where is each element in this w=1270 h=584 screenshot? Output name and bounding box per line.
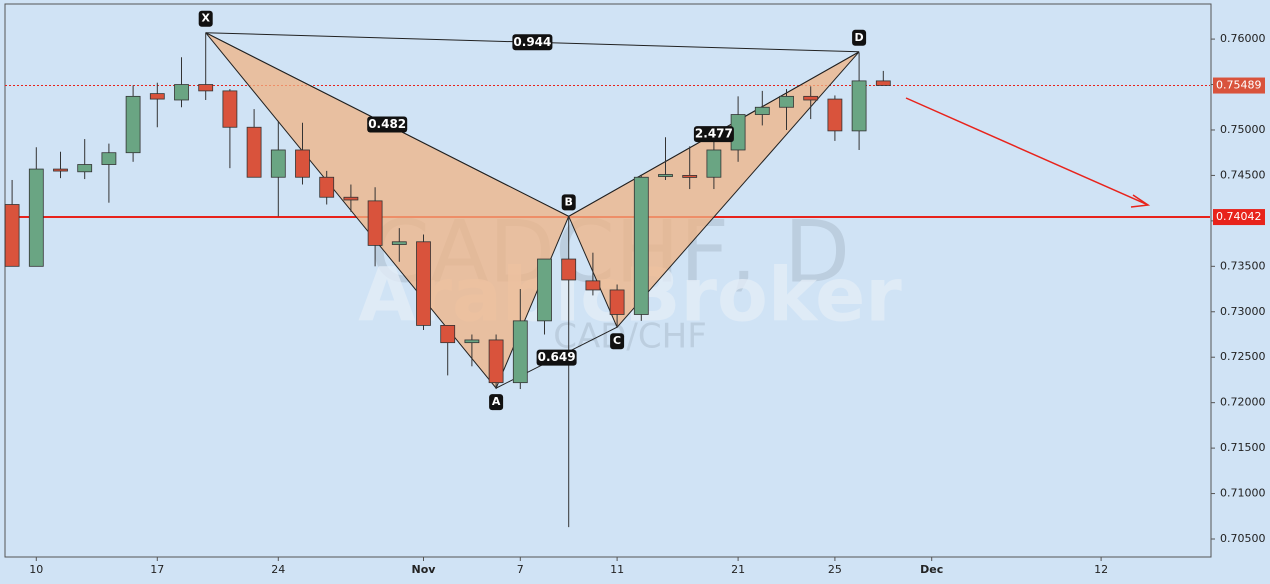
candle-body xyxy=(149,93,165,100)
candle-body xyxy=(754,106,770,115)
x-tick-label: 12 xyxy=(1094,563,1108,576)
candle-body xyxy=(101,152,117,165)
y-tick-label: 0.72500 xyxy=(1220,350,1266,363)
point-box xyxy=(610,333,625,350)
y-tick-label: 0.75000 xyxy=(1220,123,1266,136)
candle-body xyxy=(28,168,44,267)
point-label: X xyxy=(201,12,210,25)
candle-body xyxy=(222,90,238,128)
point-label: B xyxy=(565,195,573,208)
point-label: A xyxy=(492,395,501,408)
y-tick-label: 0.71000 xyxy=(1220,487,1266,500)
point-box xyxy=(852,29,867,46)
candle-body xyxy=(440,325,456,344)
x-tick-label: 17 xyxy=(150,563,164,576)
y-tick-label: 0.73500 xyxy=(1220,259,1266,272)
ratio-label: 0.944 xyxy=(513,35,551,49)
candle-body xyxy=(488,339,504,384)
candle-body xyxy=(779,95,794,108)
ratio-box xyxy=(693,126,734,143)
candle-body xyxy=(851,80,867,132)
ratio-box xyxy=(367,116,408,133)
x-tick-label: 7 xyxy=(517,563,524,576)
y-tick-label: 0.71500 xyxy=(1220,441,1266,454)
candle-body xyxy=(875,80,891,86)
candle-body xyxy=(391,241,407,245)
x-tick-label: 24 xyxy=(271,563,285,576)
candle-body xyxy=(198,84,214,92)
x-tick-label: 21 xyxy=(731,563,745,576)
candle-body xyxy=(537,258,552,322)
arrow-head xyxy=(1130,194,1151,208)
point-label: D xyxy=(855,31,864,44)
point-box xyxy=(561,194,576,211)
candle-body xyxy=(464,339,480,344)
candle-body xyxy=(343,196,359,201)
y-tick-label: 0.76000 xyxy=(1220,32,1266,45)
x-tick-label: 11 xyxy=(610,563,624,576)
candle-body xyxy=(416,241,431,326)
point-label: C xyxy=(613,334,621,347)
candle-body xyxy=(367,200,383,246)
candle-body xyxy=(706,149,722,178)
ratio-box xyxy=(512,34,553,51)
point-box xyxy=(198,10,213,27)
candle-body xyxy=(319,176,335,198)
plot-frame xyxy=(4,3,1212,558)
candle-body xyxy=(270,149,286,178)
candle-body xyxy=(174,84,189,101)
candle-body xyxy=(633,176,649,315)
candle-body xyxy=(658,174,673,177)
wm-pair: CAD/CHF xyxy=(553,317,707,357)
candle-body xyxy=(512,320,528,384)
x-tick-label: 25 xyxy=(828,563,842,576)
candle-body xyxy=(803,95,819,101)
x-tick-label: Nov xyxy=(412,563,437,576)
y-tick-label: 0.70500 xyxy=(1220,532,1266,545)
price-label: 0.75489 xyxy=(1216,79,1262,92)
price-label-box xyxy=(1213,209,1265,226)
candle-body xyxy=(246,126,262,178)
candle-body xyxy=(585,280,601,291)
candle-body xyxy=(561,258,577,281)
candle-body xyxy=(77,164,93,173)
ratio-label: 2.477 xyxy=(695,127,733,141)
candle-body xyxy=(295,149,310,178)
candle-body xyxy=(4,204,20,267)
candle-body xyxy=(609,289,625,315)
y-tick-label: 0.72000 xyxy=(1220,396,1266,409)
candle-body xyxy=(53,168,68,172)
x-tick-label: 10 xyxy=(29,563,43,576)
candle-body xyxy=(827,98,843,132)
y-tick-label: 0.74500 xyxy=(1220,168,1266,181)
ratio-box xyxy=(536,349,577,366)
y-tick-label: 0.73000 xyxy=(1220,305,1266,318)
forecast-arrow xyxy=(905,97,1149,206)
ratio-label: 0.649 xyxy=(538,350,576,364)
candle-body xyxy=(682,175,698,178)
candle-body xyxy=(125,95,141,154)
price-label-box xyxy=(1213,77,1265,94)
ratio-label: 0.482 xyxy=(368,117,406,131)
point-box xyxy=(489,394,504,411)
price-label: 0.74042 xyxy=(1216,210,1262,223)
x-tick-label: Dec xyxy=(920,563,943,576)
